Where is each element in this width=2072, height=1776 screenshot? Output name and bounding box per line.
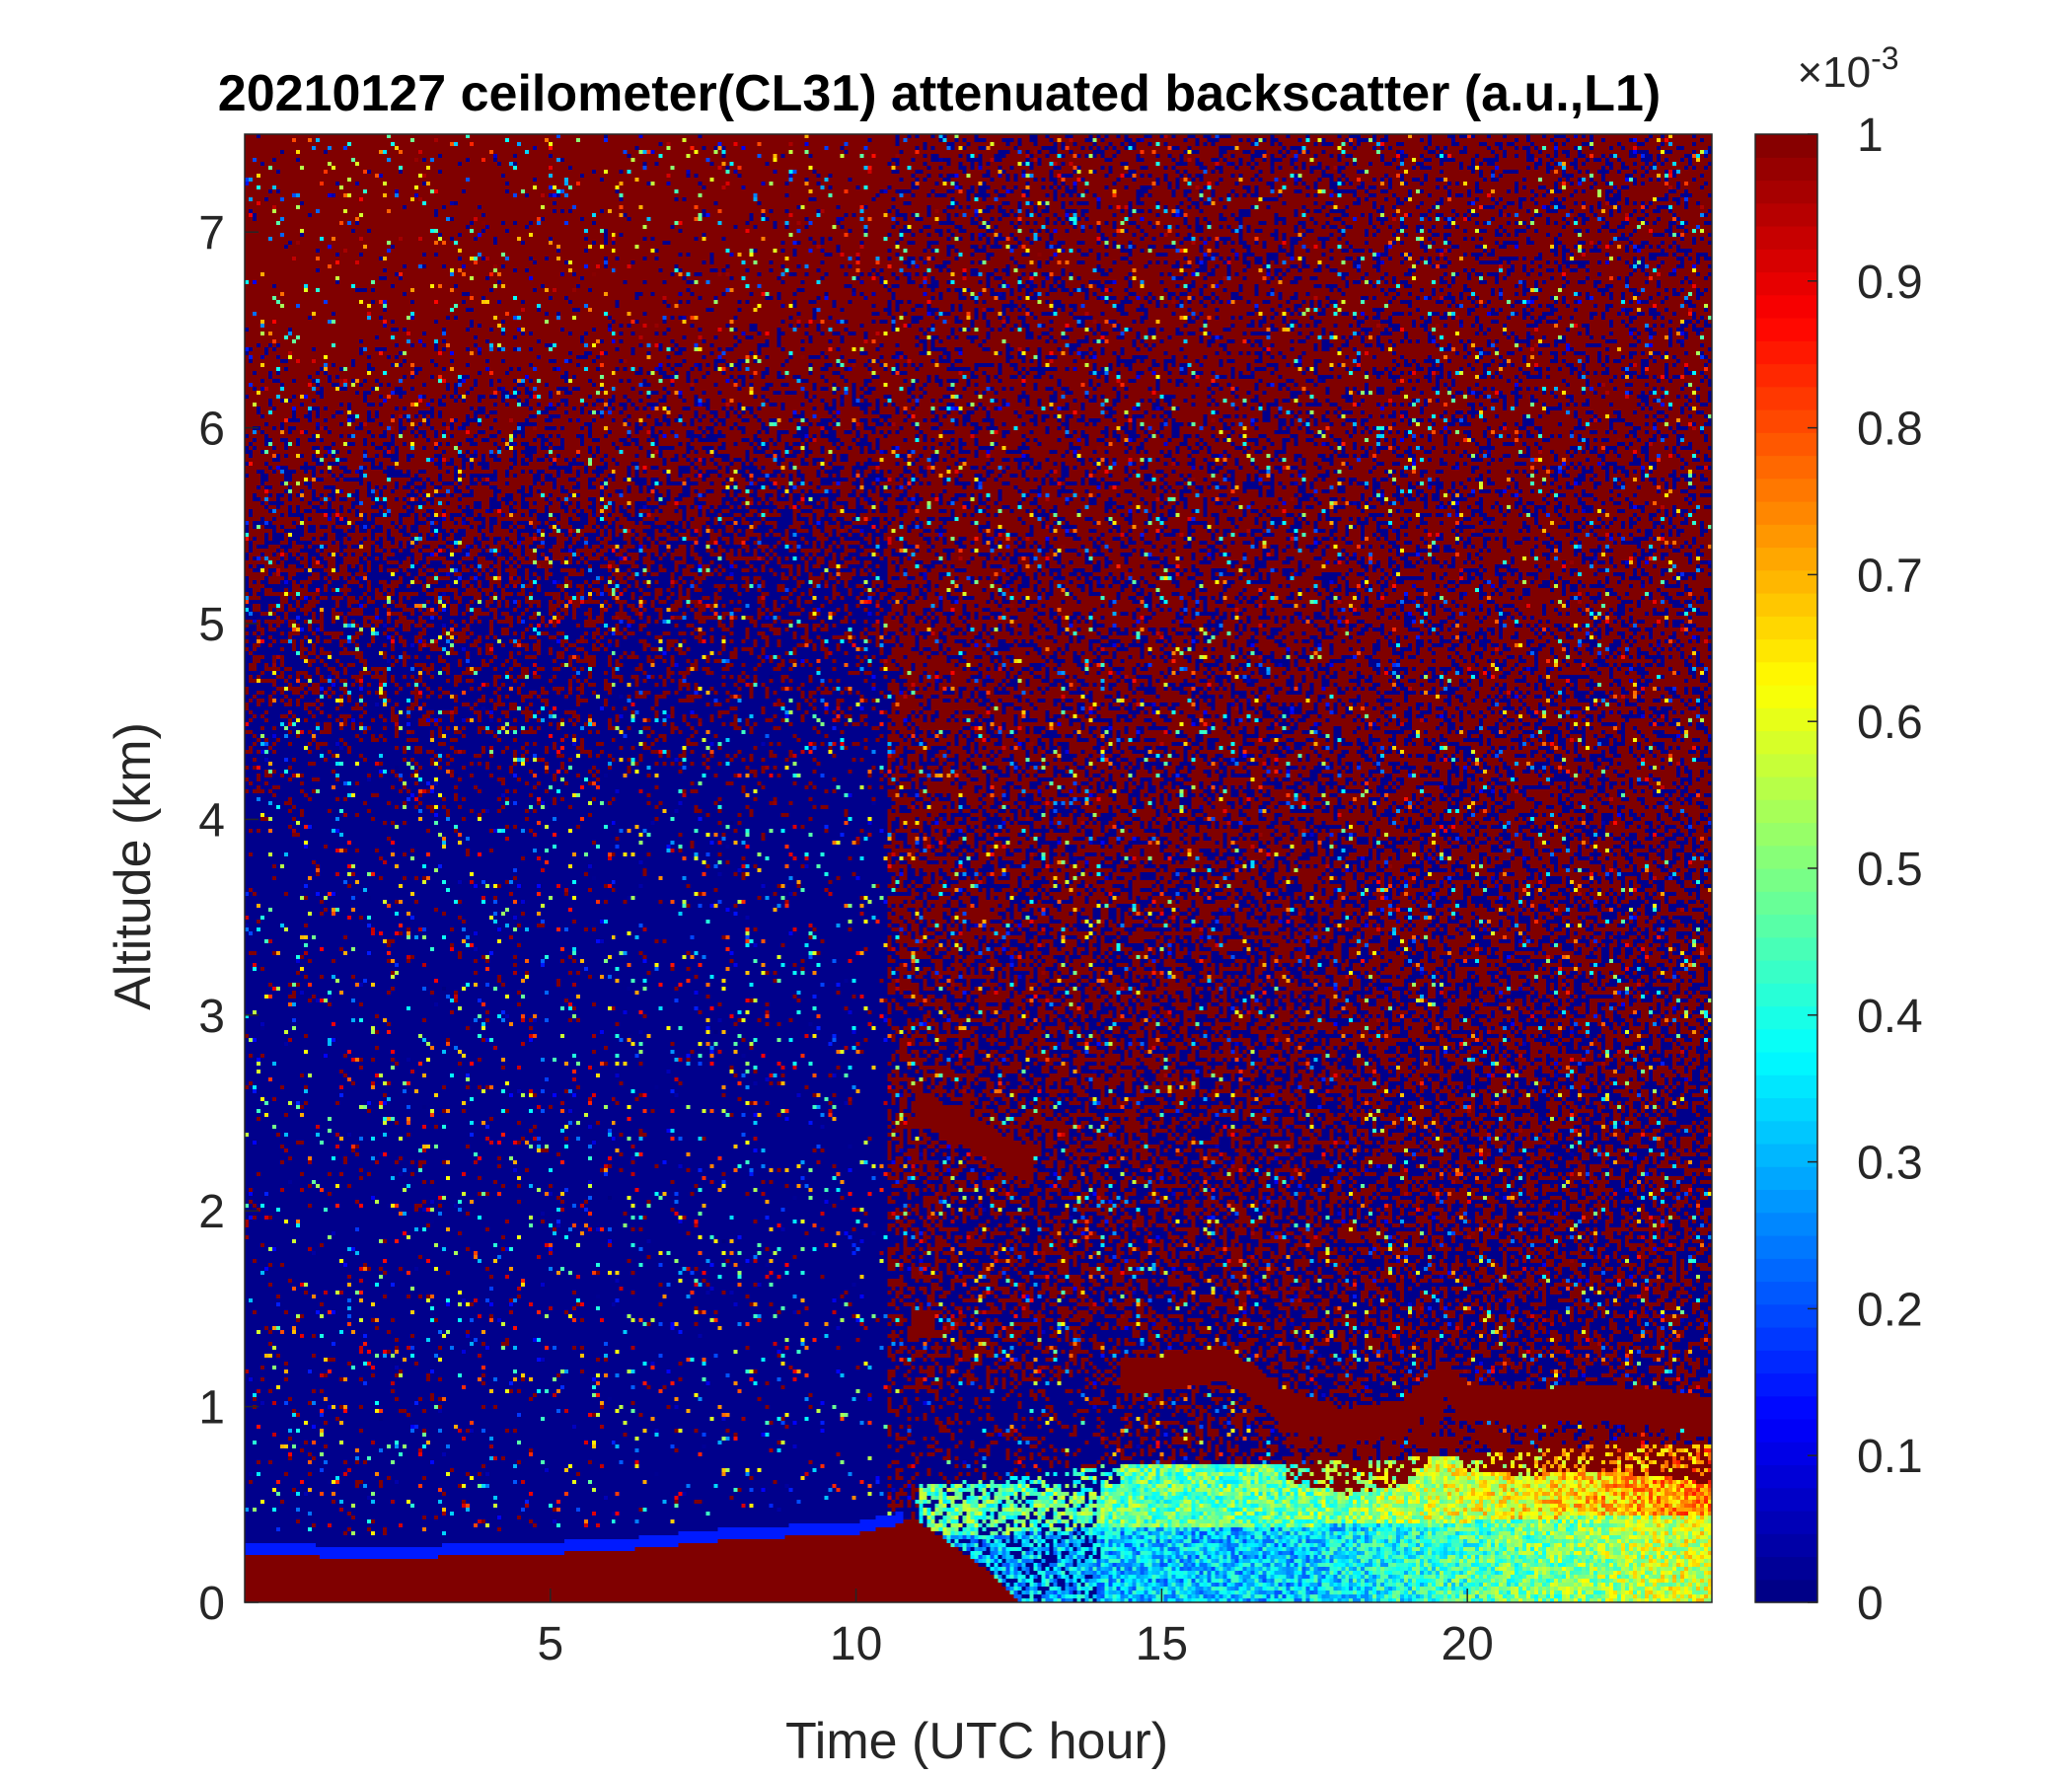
y-tick-label: 5	[198, 599, 225, 651]
colorbar-swatch	[1755, 1028, 1817, 1053]
y-tick-label: 7	[198, 207, 225, 259]
colorbar-swatch	[1755, 501, 1817, 525]
colorbar-swatch	[1755, 1419, 1817, 1443]
axes: 5 10 15 20 0 1 2 3 4 5 6 7	[198, 133, 1713, 1670]
colorbar-tick-label: 1	[1857, 110, 1884, 162]
colorbar-swatch	[1755, 180, 1817, 204]
colorbar-swatch	[1755, 1212, 1817, 1236]
y-tick-label: 3	[198, 991, 225, 1043]
colorbar-swatch	[1755, 1097, 1817, 1122]
colorbar-tick-label: 0.9	[1857, 257, 1923, 309]
colorbar-swatch	[1755, 777, 1817, 800]
colorbar-swatch	[1755, 1258, 1817, 1283]
y-tick-label: 6	[198, 404, 225, 456]
colorbar-swatch	[1755, 547, 1817, 571]
y-axis-label: Altitude (km)	[105, 722, 162, 1010]
colorbar-swatch	[1755, 914, 1817, 938]
colorbar-swatch	[1755, 868, 1817, 892]
colorbar-swatch	[1755, 960, 1817, 984]
colorbar-swatch	[1755, 1281, 1817, 1305]
x-tick-label: 10	[830, 1618, 882, 1670]
colorbar-swatch	[1755, 661, 1817, 686]
colorbar-swatch	[1755, 340, 1817, 365]
colorbar-swatch	[1755, 226, 1817, 250]
colorbar-swatch	[1755, 157, 1817, 182]
colorbar-swatch	[1755, 1464, 1817, 1489]
colorbar-swatch	[1755, 1166, 1817, 1191]
x-tick-label: 20	[1441, 1618, 1493, 1670]
colorbar-swatch	[1755, 616, 1817, 640]
colorbar-swatch	[1755, 478, 1817, 502]
colorbar-swatch	[1755, 1052, 1817, 1075]
colorbar-tick-label: 0	[1857, 1578, 1884, 1630]
colorbar-swatch	[1755, 1189, 1817, 1214]
colorbar-swatch	[1755, 1235, 1817, 1259]
colorbar-swatch	[1755, 845, 1817, 869]
colorbar-swatch	[1755, 936, 1817, 961]
colorbar-swatch	[1755, 707, 1817, 732]
colorbar-swatch	[1755, 409, 1817, 433]
colorbar-swatch	[1755, 1395, 1817, 1420]
colorbar-tick-label: 0.4	[1857, 991, 1923, 1043]
plot-frame	[244, 133, 1713, 1603]
colorbar-swatch	[1755, 1005, 1817, 1030]
colorbar-swatch	[1755, 455, 1817, 480]
colorbar-swatch	[1755, 386, 1817, 410]
colorbar-swatch	[1755, 593, 1817, 617]
colorbar-swatch	[1755, 1556, 1817, 1581]
colorbar-swatch	[1755, 1511, 1817, 1534]
colorbar-swatch	[1755, 1074, 1817, 1099]
colorbar-tick-label: 0.6	[1857, 697, 1923, 749]
colorbar-swatch	[1755, 1533, 1817, 1558]
colorbar-tick-label: 0.3	[1857, 1138, 1923, 1190]
colorbar-swatch	[1755, 134, 1817, 158]
colorbar-swatch	[1755, 983, 1817, 1007]
y-tick-label: 2	[198, 1186, 225, 1238]
colorbar-swatch	[1755, 1144, 1817, 1167]
colorbar-swatch	[1755, 363, 1817, 388]
colorbar-swatch	[1755, 1487, 1817, 1512]
y-tick-label: 1	[198, 1382, 225, 1435]
colorbar-swatch	[1755, 249, 1817, 273]
colorbar-swatch	[1755, 891, 1817, 916]
x-axis-label: Time (UTC hour)	[785, 1713, 1168, 1770]
colorbar-swatch	[1755, 524, 1817, 549]
colorbar-swatch	[1755, 294, 1817, 319]
colorbar-swatch	[1755, 1372, 1817, 1397]
y-tick-label: 0	[198, 1578, 225, 1630]
colorbar-swatch	[1755, 685, 1817, 708]
colorbar-swatch	[1755, 569, 1817, 594]
colorbar-swatch	[1755, 1442, 1817, 1466]
x-tick-label: 5	[537, 1618, 563, 1670]
x-tick-label: 15	[1136, 1618, 1188, 1670]
colorbar-swatch	[1755, 822, 1817, 847]
colorbar-swatch	[1755, 753, 1817, 777]
colorbar-swatch	[1755, 1579, 1817, 1603]
colorbar-exponent-power: -3	[1871, 40, 1898, 76]
colorbar-tick-label: 0.8	[1857, 404, 1923, 456]
colorbar-exponent: ×10-3	[1797, 40, 1898, 97]
heatmap-image	[245, 134, 1712, 1602]
colorbar-tick-label: 0.1	[1857, 1431, 1923, 1483]
colorbar-swatch	[1755, 1350, 1817, 1374]
colorbar-swatch	[1755, 1120, 1817, 1145]
colorbar-swatch	[1755, 202, 1817, 227]
colorbar-swatch	[1755, 1303, 1817, 1328]
colorbar-swatch	[1755, 271, 1817, 296]
chart-title: 20210127 ceilometer(CL31) attenuated bac…	[218, 65, 1661, 122]
plot-area	[245, 134, 1712, 1602]
y-tick-label: 4	[198, 794, 225, 847]
colorbar-tick-label: 0.5	[1857, 844, 1923, 896]
colorbar: 0 0.1 0.2 0.3 0.4 0.5 0.6 0.7 0.8 0.9 1 ×10-3	[1754, 40, 1923, 1630]
colorbar-swatch	[1755, 730, 1817, 755]
colorbar-swatch	[1755, 638, 1817, 663]
colorbar-tick-label: 0.2	[1857, 1284, 1923, 1336]
colorbar-tick-label: 0.7	[1857, 550, 1923, 602]
colorbar-swatch	[1755, 318, 1817, 341]
colorbar-swatch	[1755, 432, 1817, 457]
colorbar-swatch	[1755, 1327, 1817, 1351]
colorbar-swatch	[1755, 799, 1817, 824]
